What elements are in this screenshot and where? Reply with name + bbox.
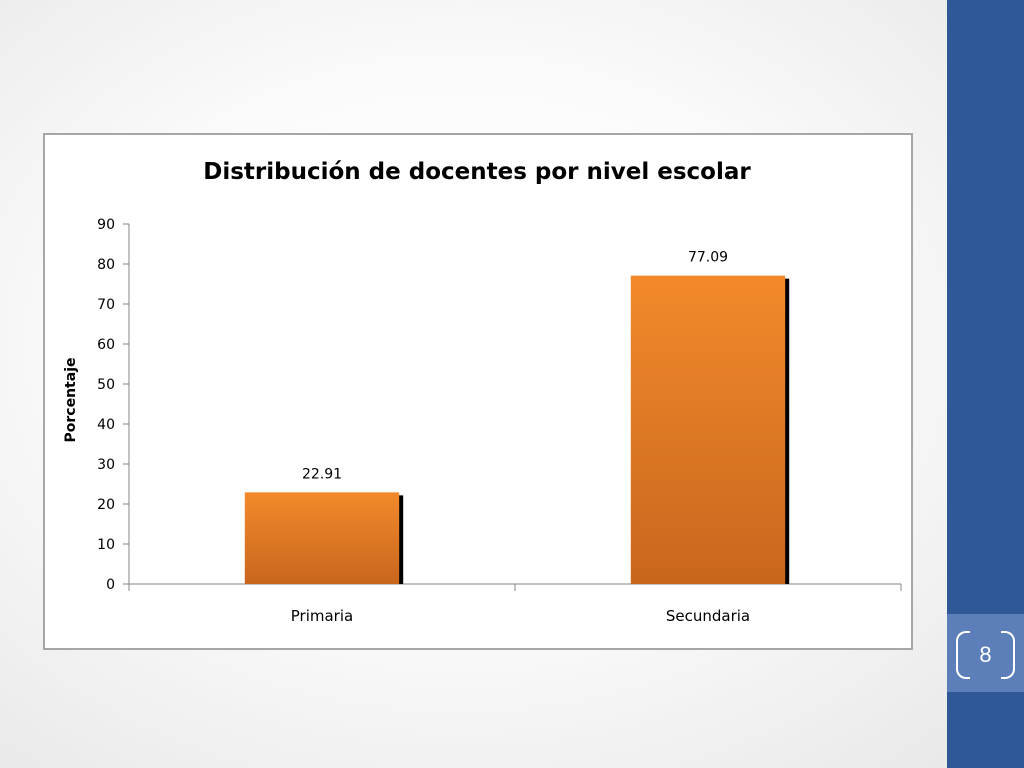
- x-tick-label: Secundaria: [666, 607, 750, 625]
- page-number-badge: 8: [947, 614, 1024, 692]
- y-tick-label: 20: [97, 497, 115, 513]
- y-tick-label: 70: [97, 297, 115, 313]
- chart-title: Distribución de docentes por nivel escol…: [203, 159, 751, 185]
- y-tick-label: 40: [97, 417, 115, 433]
- y-tick-label: 50: [97, 377, 115, 393]
- y-tick-label: 60: [97, 337, 115, 353]
- chart-frame: Distribución de docentes por nivel escol…: [43, 133, 913, 650]
- page-number: 8: [979, 642, 992, 667]
- bar-chart: Distribución de docentes por nivel escol…: [63, 159, 902, 625]
- y-axis-label: Porcentaje: [63, 358, 79, 443]
- left-bracket-icon: [956, 631, 970, 679]
- chart-bars: [244, 275, 790, 584]
- y-tick-label: 80: [97, 257, 115, 273]
- x-tick-label: Primaria: [291, 607, 353, 625]
- y-tick-label: 90: [97, 217, 115, 233]
- bar: [244, 492, 400, 584]
- chart-labels: 22.91 Primaria 77.09 Secundaria: [291, 250, 750, 625]
- y-tick-label: 30: [97, 457, 115, 473]
- right-bracket-icon: [1001, 631, 1015, 679]
- y-tick-label: 0: [106, 577, 115, 593]
- data-label: 22.91: [302, 466, 342, 482]
- data-label: 77.09: [688, 250, 728, 266]
- y-tick-label: 10: [97, 537, 115, 553]
- bar: [630, 275, 786, 584]
